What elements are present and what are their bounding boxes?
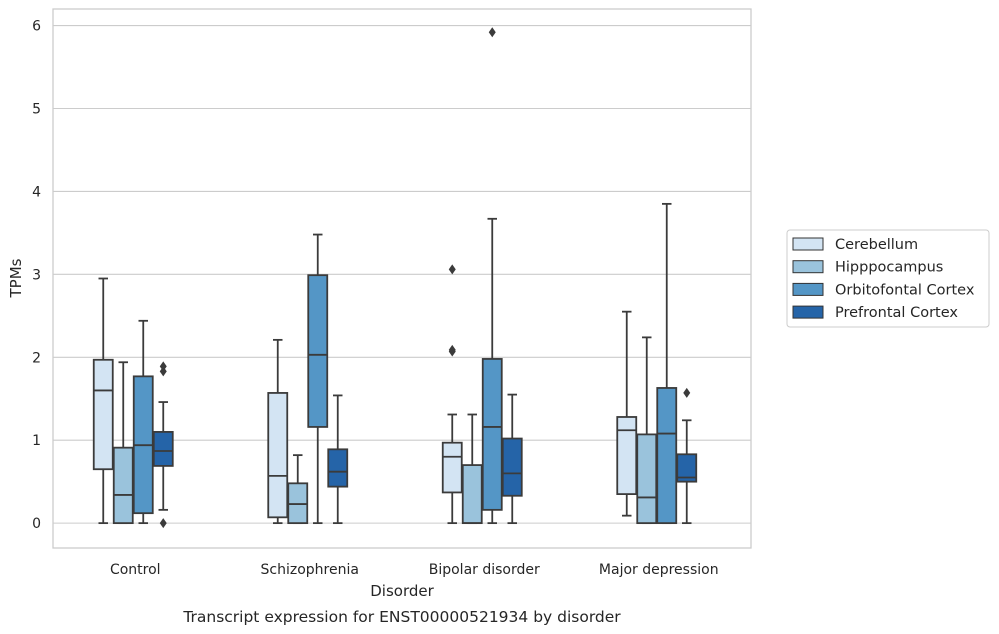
outlier-point [159,361,167,372]
x-tick-label: Major depression [599,562,719,578]
outlier-point [159,518,167,529]
box-hipppocampus [287,454,309,525]
box-prefrontal-cortex [501,393,523,525]
box-body [481,358,503,511]
box-cerebellum [441,264,463,525]
y-tick-label: 3 [32,267,41,283]
box-body [152,431,174,467]
x-axis-ticks: Control Schizophrenia Bipolar disorder Majo… [110,562,719,578]
box-body [676,453,698,483]
legend-swatch [792,282,824,296]
box-body [636,433,658,525]
legend-swatch [792,260,824,274]
outlier-point [488,27,496,38]
y-axis-label: TPMs [7,258,25,298]
box-hipppocampus [461,413,483,525]
box-prefrontal-cortex [676,387,698,525]
box-body [92,358,114,471]
y-tick-label: 2 [32,350,41,366]
y-tick-label: 5 [32,102,41,118]
box-orbitofontal-cortex [656,202,678,525]
x-tick-label: Schizophrenia [261,562,359,578]
legend: Cerebellum Hipppocampus Orbitofontal Corte… [786,229,990,328]
box-hipppocampus [112,361,134,525]
box-cerebellum [616,310,638,517]
outlier-point [448,344,456,355]
legend-swatch [792,305,824,319]
box-body [441,441,463,494]
box-cerebellum [267,338,289,525]
y-tick-label: 4 [32,184,41,200]
box-body [267,392,289,519]
legend-frame [786,229,990,328]
box-orbitofontal-cortex [481,27,503,525]
box-orbitofontal-cortex [307,233,329,525]
box-cerebellum [92,277,114,525]
box-body [112,446,134,525]
y-tick-label: 0 [32,516,41,532]
box-body [461,464,483,525]
box-hipppocampus [636,336,658,525]
box-body [327,448,349,488]
chart-caption: Transcript expression for ENST0000052193… [182,608,621,626]
y-tick-label: 1 [32,433,41,449]
box-body [616,416,638,495]
outlier-point [448,264,456,275]
box-series-group [92,27,698,529]
legend-label: Orbitofontal Cortex [835,282,975,298]
legend-label: Hipppocampus [835,260,943,276]
x-tick-label: Control [110,562,161,578]
y-tick-label: 6 [32,19,41,35]
plot-area-frame [52,8,752,549]
box-body [656,387,678,525]
legend-label: Cerebellum [835,237,918,253]
box-prefrontal-cortex [327,394,349,525]
legend-swatch [792,237,824,251]
box-orbitofontal-cortex [132,319,154,525]
box-prefrontal-cortex [152,361,174,529]
y-axis-ticks: 0 1 2 3 4 5 6 [32,19,41,533]
box-body [307,274,329,428]
x-axis-label: Disorder [370,582,434,600]
outlier-point [683,387,691,398]
x-tick-label: Bipolar disorder [429,562,540,578]
box-body [501,437,523,497]
legend-label: Prefrontal Cortex [835,305,958,321]
